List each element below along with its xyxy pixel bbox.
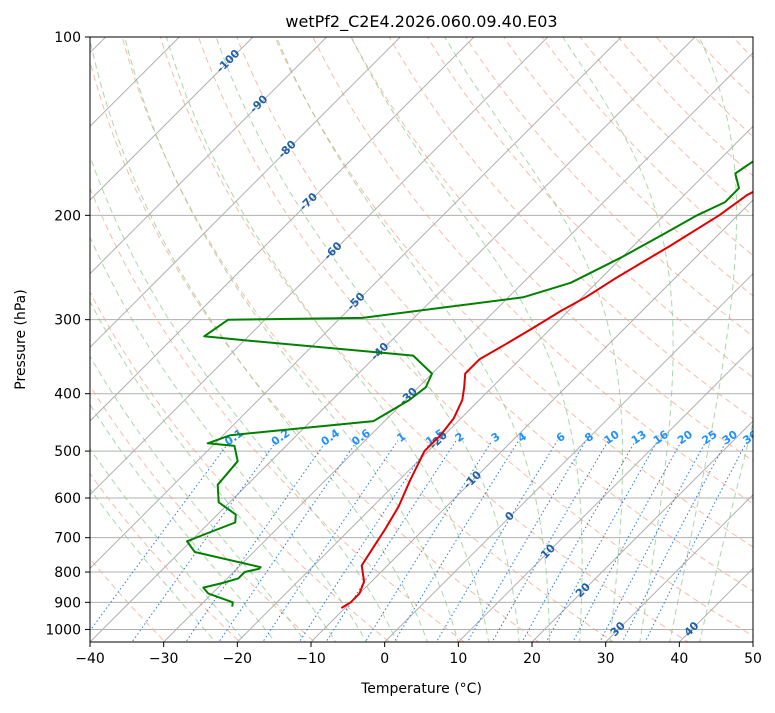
dry-adiabat-line — [758, 24, 775, 654]
x-tick-label: −20 — [223, 651, 253, 667]
x-tick-label: −40 — [75, 651, 105, 667]
y-tick-label: 200 — [54, 208, 81, 224]
y-axis-ticks: 100 200 300 400 500 600 700 800 900 1000 — [45, 30, 90, 638]
y-tick-label: 800 — [54, 565, 81, 581]
x-tick-label: −10 — [296, 651, 326, 667]
y-tick-label: 700 — [54, 531, 81, 547]
x-axis-ticks: −40 −30 −20 −10 0 10 20 30 40 50 — [75, 642, 762, 667]
isotherm-line — [753, 37, 775, 642]
y-tick-label: 1000 — [45, 622, 81, 638]
chart-title: wetPf2_C2E4.2026.060.09.40.E03 — [285, 12, 557, 32]
x-tick-label: 40 — [670, 651, 688, 667]
y-tick-label: 600 — [54, 491, 81, 507]
x-axis-title: Temperature (°C) — [360, 681, 482, 697]
x-tick-label: 30 — [597, 651, 615, 667]
x-tick-label: 0 — [380, 651, 389, 667]
y-tick-label: 400 — [54, 387, 81, 403]
x-tick-label: −30 — [149, 651, 179, 667]
x-tick-label: 20 — [523, 651, 541, 667]
y-tick-label: 500 — [54, 444, 81, 460]
y-tick-label: 300 — [54, 313, 81, 329]
y-tick-label: 100 — [54, 30, 81, 46]
x-tick-label: 50 — [744, 651, 762, 667]
x-tick-label: 10 — [449, 651, 467, 667]
y-axis-title: Pressure (hPa) — [13, 289, 29, 389]
y-tick-label: 900 — [54, 595, 81, 611]
